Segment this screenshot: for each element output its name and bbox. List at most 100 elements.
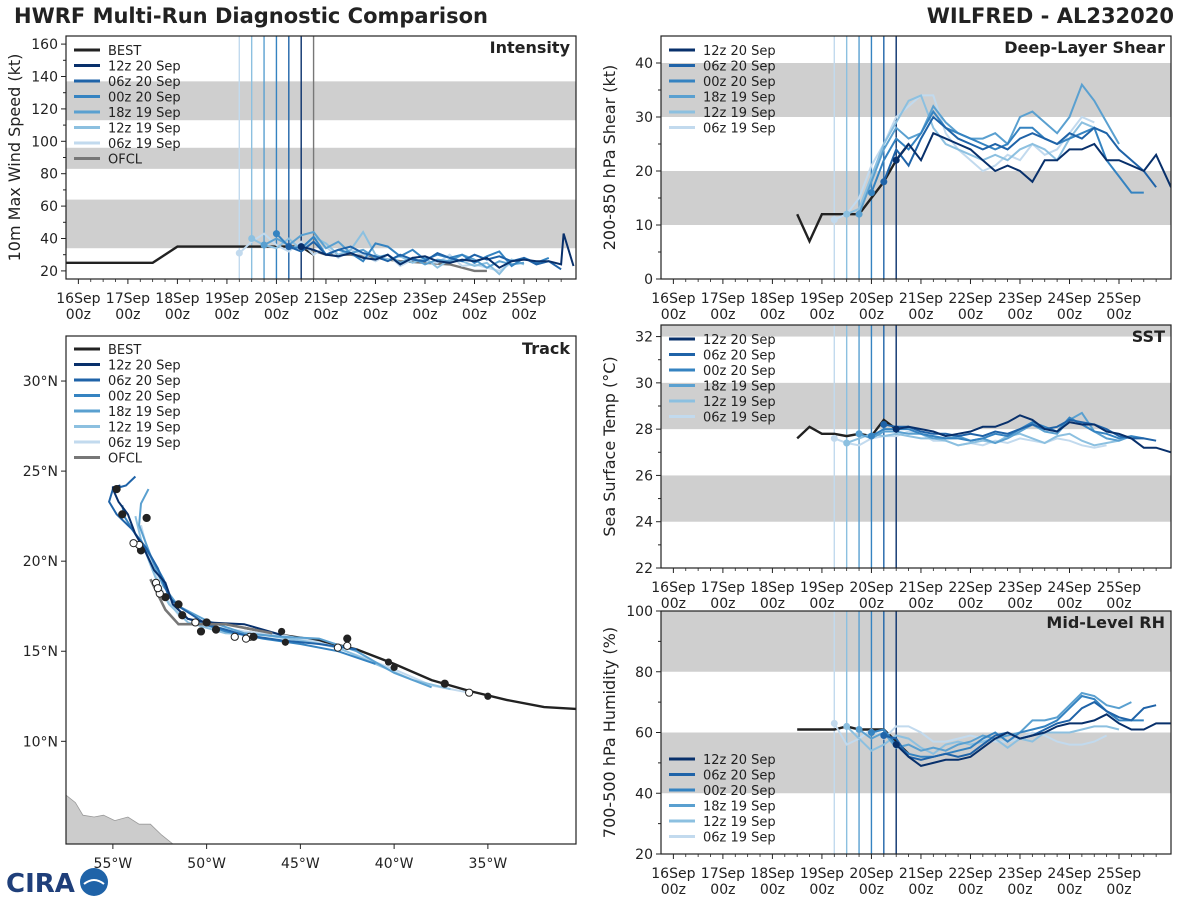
shear-legend-label: 12z 20 Sep [703, 44, 776, 59]
track-00z-marker [153, 584, 162, 593]
track-legend-label: 18z 19 Sep [108, 405, 181, 420]
track-00z-marker [230, 632, 239, 641]
track-title: Track [522, 339, 570, 358]
sst-xtick-label: 00z [1007, 596, 1032, 612]
track-frame [65, 335, 577, 845]
panel-rh: 2040608010016Sep00z17Sep00z18Sep00z19Sep… [600, 604, 1172, 898]
sst-xtick-label: 00z [958, 596, 983, 612]
shear-init-marker [892, 156, 900, 164]
rh-xtick-label: 00z [760, 882, 785, 898]
rh-xtick-label: 23Sep [998, 866, 1042, 882]
rh-ytick-label: 20 [635, 847, 653, 863]
track-best-marker [278, 627, 286, 636]
intensity-xtick-label: 18Sep [155, 291, 199, 307]
track-legend-label: 06z 20 Sep [108, 374, 181, 389]
track-ofcl-line [149, 578, 273, 635]
rh-xtick-label: 24Sep [1047, 866, 1091, 882]
track-00z-marker [196, 627, 206, 636]
track-xtick-label: 40°W [375, 856, 414, 872]
sst-xtick-label: 18Sep [750, 580, 794, 596]
track-legend-label: OFCL [108, 452, 143, 467]
sst-init-marker [867, 432, 875, 440]
rh-ytick-label: 40 [635, 786, 653, 802]
storm-title: WILFRED - AL232020 [926, 4, 1174, 28]
shear-frame [660, 35, 1172, 280]
track-00z-marker [178, 611, 187, 620]
shear-init-marker [867, 189, 875, 197]
shear-series-line [833, 94, 1095, 221]
sst-init-marker [843, 439, 851, 447]
shear-ylabel: 200-850 hPa Shear (kt) [600, 65, 619, 251]
rh-init-marker [843, 722, 851, 730]
shear-xtick-label: 00z [760, 307, 785, 323]
rh-xtick-label: 00z [809, 882, 834, 898]
intensity-xtick-label: 00z [462, 307, 487, 323]
intensity-xtick-label: 24Sep [452, 291, 496, 307]
sst-xtick-label: 00z [760, 596, 785, 612]
shear-init-marker [855, 210, 863, 218]
intensity-ytick-label: 100 [31, 134, 58, 150]
land-shape [66, 794, 174, 844]
shear-series-line [882, 115, 1157, 188]
track-legend-label: 06z 19 Sep [108, 436, 181, 451]
intensity-xtick-label: 00z [412, 307, 437, 323]
intensity-series-line [300, 233, 575, 269]
intensity-xtick-label: 00z [313, 307, 338, 323]
track-legend-label: 12z 19 Sep [108, 421, 181, 436]
sst-xtick-label: 17Sep [701, 580, 745, 596]
panel-intensity: 2040608010012014016016Sep00z17Sep00z18Se… [5, 35, 577, 323]
rh-xtick-label: 00z [1057, 882, 1082, 898]
shear-series-line [846, 94, 1108, 216]
shear-xtick-label: 21Sep [899, 291, 943, 307]
intensity-series-line [251, 230, 525, 276]
rh-init-marker [892, 741, 900, 749]
shear-xtick-label: 00z [908, 307, 933, 323]
intensity-xtick-label: 25Sep [502, 291, 546, 307]
intensity-ytick-label: 160 [31, 37, 58, 53]
shear-xtick-label: 24Sep [1047, 291, 1091, 307]
panel-sst: 22242628303216Sep00z17Sep00z18Sep00z19Se… [600, 324, 1172, 612]
intensity-xtick-label: 20Sep [254, 291, 298, 307]
shear-title: Deep-Layer Shear [1004, 38, 1165, 57]
intensity-xtick-label: 16Sep [56, 291, 100, 307]
sst-xtick-label: 19Sep [800, 580, 844, 596]
track-ytick-label: 10°N [23, 734, 58, 750]
track-plot-area [66, 475, 576, 844]
sst-series-line [846, 432, 1120, 447]
shear-ytick-label: 30 [635, 110, 653, 126]
intensity-init-marker [272, 230, 280, 238]
sst-init-marker [880, 421, 888, 429]
rh-legend-label: 12z 19 Sep [703, 815, 776, 830]
shear-plot-area [661, 36, 1171, 279]
rh-xtick-label: 00z [1106, 882, 1131, 898]
sst-legend-label: 06z 20 Sep [703, 349, 776, 364]
sst-title: SST [1132, 327, 1165, 346]
track-series-line [138, 488, 432, 689]
sst-ytick-label: 32 [635, 330, 653, 346]
intensity-legend-label: 00z 20 Sep [108, 91, 181, 106]
shear-series-line [895, 131, 1171, 188]
sst-band [661, 382, 1171, 430]
cira-globe-icon [80, 868, 108, 896]
rh-init-marker [880, 732, 888, 740]
track-xtick-label: 35°W [469, 856, 508, 872]
intensity-xtick-label: 19Sep [205, 291, 249, 307]
rh-xtick-label: 21Sep [899, 866, 943, 882]
track-00z-marker [241, 634, 251, 643]
rh-band [661, 611, 1171, 672]
intensity-legend-label: 06z 20 Sep [108, 75, 181, 90]
sst-xtick-label: 25Sep [1097, 580, 1141, 596]
rh-xtick-label: 00z [859, 882, 884, 898]
sst-frame [660, 324, 1172, 569]
track-00z-marker [343, 641, 352, 650]
intensity-plot-area [66, 36, 576, 279]
track-ytick-label: 20°N [23, 554, 58, 570]
track-best-marker [384, 658, 393, 666]
intensity-ytick-label: 80 [40, 167, 58, 183]
cira-logo: CIRA [6, 868, 108, 898]
track-best-marker [281, 638, 289, 646]
intensity-series-line [275, 232, 550, 268]
rh-xtick-label: 00z [1007, 882, 1032, 898]
track-xtick-label: 50°W [187, 856, 226, 872]
intensity-legend-label: 12z 19 Sep [108, 122, 181, 137]
